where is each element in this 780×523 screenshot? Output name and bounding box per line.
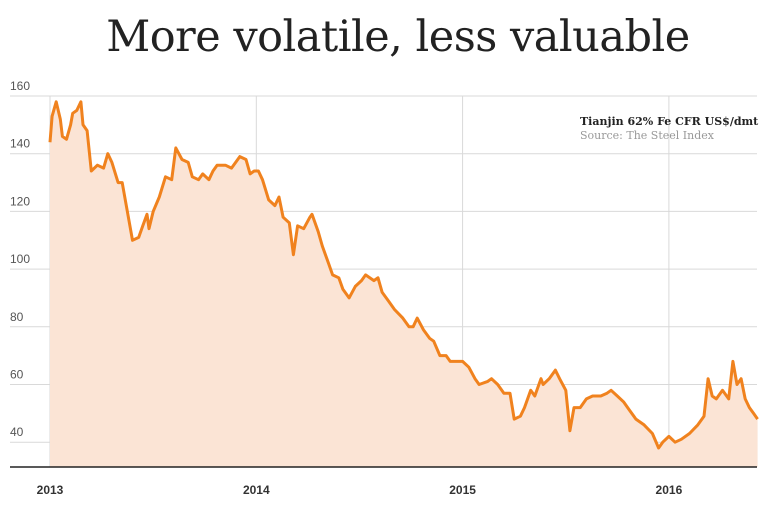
y-tick-label: 120 (10, 194, 30, 208)
y-tick-label: 40 (10, 425, 24, 439)
x-tick-label: 2014 (243, 483, 270, 497)
y-tick-label: 80 (10, 310, 24, 324)
y-tick-label: 100 (10, 252, 30, 266)
source-label: Source: The Steel Index (580, 129, 714, 142)
x-tick-label: 2013 (37, 483, 64, 497)
y-tick-label: 160 (10, 79, 30, 93)
y-tick-label: 60 (10, 368, 24, 382)
chart-title: More volatile, less valuable (106, 12, 690, 62)
price-area-fill (50, 101, 758, 468)
legend: Tianjin 62% Fe CFR US$/dmt Source: The S… (580, 115, 758, 143)
y-tick-label: 140 (10, 137, 30, 151)
x-tick-label: 2015 (449, 483, 476, 497)
x-tick-label: 2016 (656, 483, 683, 497)
series-label: Tianjin 62% Fe CFR US$/dmt (580, 115, 759, 128)
price-line (48, 100, 759, 450)
